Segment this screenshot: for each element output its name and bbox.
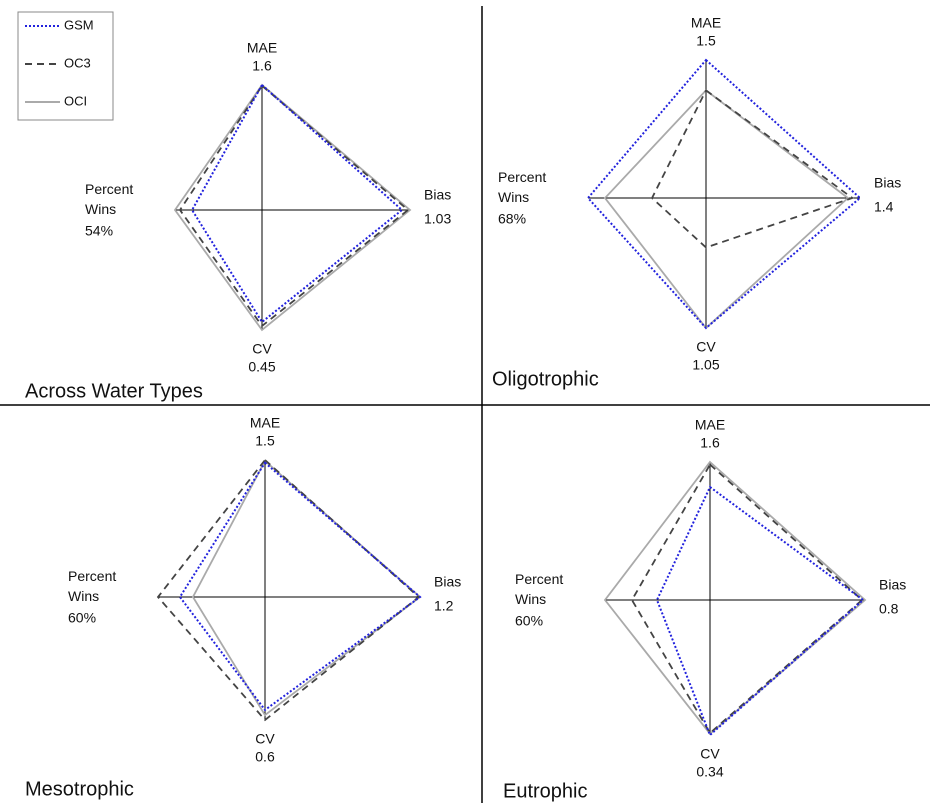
axis-max-label: 1.03 [424, 211, 451, 227]
axis-max-label: 60% [68, 610, 96, 626]
axis-label: Bias [434, 574, 461, 590]
axis-label: Percent Wins [515, 571, 563, 607]
axis-label: Percent Wins [68, 568, 116, 604]
axis-max-label: 1.6 [700, 435, 720, 451]
series-polygon [586, 58, 862, 330]
axis-label: CV [696, 339, 716, 355]
axis-label: MAE [247, 40, 277, 56]
axis-max-label: 0.34 [696, 764, 723, 780]
axis-max-label: 1.2 [434, 598, 454, 614]
axis-max-label: 1.5 [255, 433, 275, 449]
chart-title: Oligotrophic [492, 368, 599, 390]
legend-label: OC3 [64, 55, 91, 70]
legend-label: GSM [64, 17, 94, 32]
axis-max-label: 1.05 [692, 357, 719, 373]
axis-max-label: 1.6 [252, 58, 272, 74]
series-polygon [178, 84, 410, 328]
axis-max-label: 68% [498, 211, 526, 227]
axis-label: Percent Wins [498, 169, 546, 205]
axis-label: MAE [250, 415, 280, 431]
series-polygon [630, 463, 864, 735]
axis-label: Bias [879, 577, 906, 593]
series-polygon [603, 460, 867, 736]
chart-title: Across Water Types [25, 380, 203, 402]
axis-label: MAE [691, 15, 721, 31]
axis-max-label: 54% [85, 223, 113, 239]
series-polygon [178, 461, 422, 712]
axis-max-label: 60% [515, 613, 543, 629]
axis-label: Percent Wins [85, 181, 133, 217]
series-polygon [603, 89, 850, 330]
axis-max-label: 1.5 [696, 33, 716, 49]
axis-label: CV [252, 341, 272, 357]
chart-title: Mesotrophic [25, 778, 134, 800]
axis-label: Bias [424, 187, 451, 203]
chart-title: Eutrophic [503, 780, 588, 802]
series-polygon [655, 485, 865, 737]
series-polygon [156, 458, 421, 722]
axis-label: Bias [874, 175, 901, 191]
axis-label: CV [255, 731, 275, 747]
axis-max-label: 0.8 [879, 601, 899, 617]
axis-label: MAE [695, 417, 725, 433]
series-polygon [173, 83, 412, 332]
axis-max-label: 0.6 [255, 749, 275, 765]
series-polygon [650, 89, 855, 249]
axis-label: CV [700, 746, 720, 762]
series-polygon [190, 83, 404, 324]
axis-max-label: 0.45 [248, 359, 275, 375]
axis-max-label: 1.4 [874, 199, 894, 215]
legend-label: OCI [64, 93, 87, 108]
